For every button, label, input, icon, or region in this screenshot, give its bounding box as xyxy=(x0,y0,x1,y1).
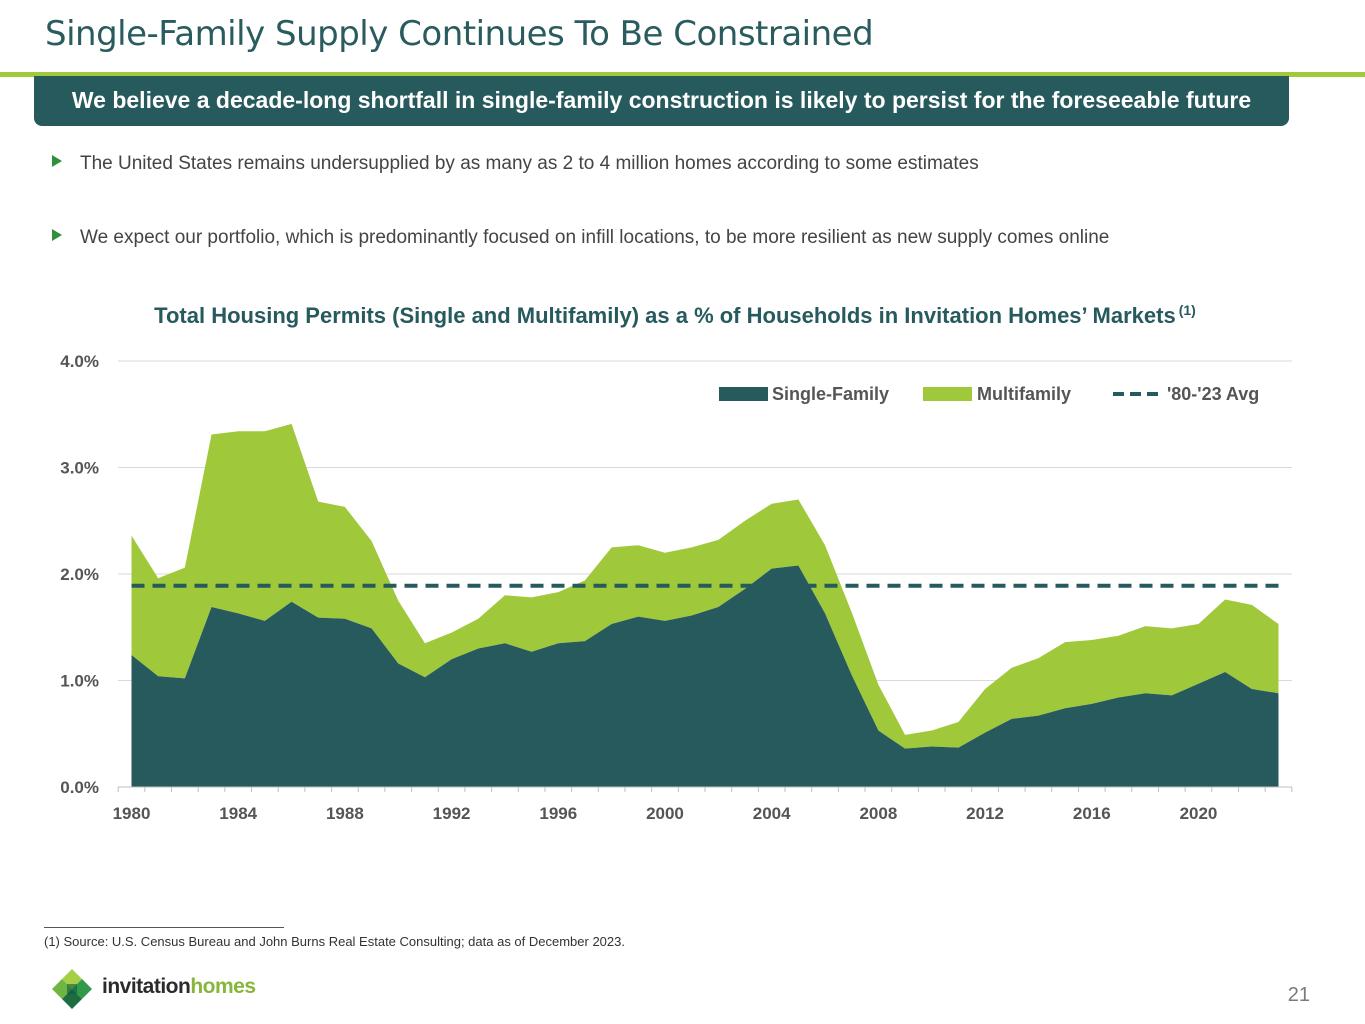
legend-swatch-single-family xyxy=(719,387,768,401)
housing-permits-chart: 0.0% 1.0% 2.0% 3.0% 4.0% 1980 1984 1988 1992 1996… xyxy=(60,352,1293,823)
y-tick-label: 2.0% xyxy=(60,565,99,584)
logo-mark-icon xyxy=(52,969,92,1009)
page-number: 21 xyxy=(1287,984,1310,1006)
bullet-text: The United States remains undersupplied … xyxy=(80,153,979,174)
x-tick-label: 2004 xyxy=(753,804,791,823)
x-tick-label: 1996 xyxy=(539,804,577,823)
legend-label-multifamily: Multifamily xyxy=(977,384,1071,404)
x-tick-label: 2012 xyxy=(966,804,1004,823)
legend-swatch-multifamily xyxy=(923,387,972,401)
y-tick-label: 3.0% xyxy=(60,459,99,478)
logo-wordmark: invitationhomes xyxy=(102,975,256,999)
title-underline xyxy=(0,72,1365,77)
footnote-divider xyxy=(44,927,284,928)
bullet-item: The United States remains undersupplied … xyxy=(52,153,979,175)
bullet-arrow-icon xyxy=(52,155,62,167)
legend-label-single-family: Single-Family xyxy=(772,384,889,404)
y-tick-label: 1.0% xyxy=(60,672,99,691)
x-tick-label: 2008 xyxy=(859,804,897,823)
y-tick-label: 0.0% xyxy=(60,778,99,797)
page-title: Single-Family Supply Continues To Be Con… xyxy=(45,14,874,54)
logo-word-homes: homes xyxy=(190,975,256,998)
logo-word-invitation: invitation xyxy=(102,975,191,998)
legend-label-average: '80-'23 Avg xyxy=(1167,384,1259,404)
x-tick-label: 1988 xyxy=(326,804,364,823)
bullet-arrow-icon xyxy=(52,229,62,241)
x-tick-label: 2016 xyxy=(1073,804,1111,823)
single-family-area xyxy=(131,565,1279,787)
chart-title-footnote-ref: (1) xyxy=(1178,302,1196,318)
company-logo: invitationhomes xyxy=(50,966,280,1014)
key-message-banner: We believe a decade-long shortfall in si… xyxy=(34,76,1289,126)
y-tick-label: 4.0% xyxy=(60,352,99,371)
chart-title-text: Total Housing Permits (Single and Multif… xyxy=(154,303,1176,328)
x-tick-label: 2020 xyxy=(1180,804,1218,823)
bullet-text: We expect our portfolio, which is predom… xyxy=(80,227,1110,248)
x-tick-label: 1992 xyxy=(433,804,471,823)
x-tick-label: 1980 xyxy=(113,804,151,823)
chart-title: Total Housing Permits (Single and Multif… xyxy=(0,302,1350,329)
x-tick-label: 2000 xyxy=(646,804,684,823)
footnote: (1) Source: U.S. Census Bureau and John … xyxy=(44,934,625,949)
x-tick-label: 1984 xyxy=(219,804,257,823)
bullet-item: We expect our portfolio, which is predom… xyxy=(52,227,1109,249)
